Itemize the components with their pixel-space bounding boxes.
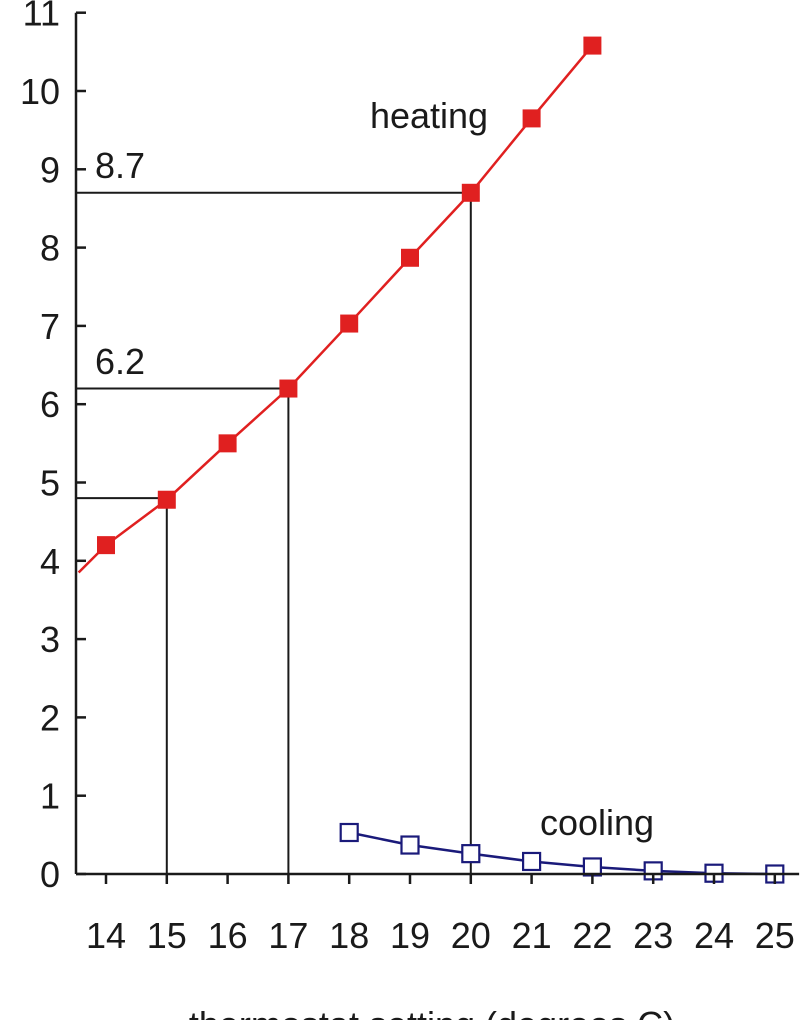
heating-point-14 xyxy=(97,536,115,555)
x-tick-label-24: 24 xyxy=(694,915,734,956)
y-tick-label-10: 10 xyxy=(20,71,60,112)
heating-point-17 xyxy=(279,379,298,398)
annotation-label-8-7: 8.7 xyxy=(95,145,145,186)
x-tick-label-19: 19 xyxy=(390,915,430,956)
y-tick-label-4: 4 xyxy=(40,541,60,582)
heating-series xyxy=(77,36,602,574)
cooling-series xyxy=(339,822,785,884)
heating-line xyxy=(77,44,594,574)
y-tick-label-0: 0 xyxy=(40,854,60,895)
x-tick-label-18: 18 xyxy=(329,915,369,956)
y-tick-label-7: 7 xyxy=(40,306,60,347)
x-tick-label-21: 21 xyxy=(512,915,552,956)
x-tick-label-17: 17 xyxy=(268,915,308,956)
y-tick-label-11: 11 xyxy=(23,0,60,34)
x-tick-label-15: 15 xyxy=(147,915,187,956)
x-tick-label-16: 16 xyxy=(208,915,248,956)
heating-point-19 xyxy=(401,248,419,267)
heating-point-21 xyxy=(522,109,541,128)
x-tick-label-20: 20 xyxy=(451,915,491,956)
heating-point-18 xyxy=(340,314,359,333)
y-tick-label-8: 8 xyxy=(40,228,60,269)
cooling-point-20 xyxy=(461,844,481,864)
x-axis-label: thermostat setting (degrees C) xyxy=(189,1004,675,1020)
heating-point-20 xyxy=(461,183,480,202)
cooling-point-18 xyxy=(339,822,359,843)
cooling-series-label: cooling xyxy=(540,802,654,843)
heating-point-16 xyxy=(218,434,237,453)
heating-point-22 xyxy=(583,36,602,55)
reference-lines xyxy=(76,191,472,874)
x-tick-label-14: 14 xyxy=(86,915,126,956)
y-tick-label-1: 1 xyxy=(40,776,60,817)
cooling-point-21 xyxy=(521,851,542,872)
heating-point-15 xyxy=(157,490,176,509)
chart-labels: heating cooling 8.7 6.2 thermostat setti… xyxy=(95,95,675,1020)
y-tick-label-5: 5 xyxy=(40,463,60,504)
x-tick-label-25: 25 xyxy=(755,915,795,956)
x-tick-label-23: 23 xyxy=(633,915,673,956)
cooling-point-19 xyxy=(400,835,420,855)
y-tick-label-6: 6 xyxy=(40,384,60,425)
y-tick-label-9: 9 xyxy=(40,149,60,190)
heating-series-label: heating xyxy=(370,95,488,136)
annotation-label-6-2: 6.2 xyxy=(95,341,145,382)
x-tick-label-22: 22 xyxy=(572,915,612,956)
y-tick-label-2: 2 xyxy=(40,697,60,738)
y-tick-label-3: 3 xyxy=(40,619,60,660)
